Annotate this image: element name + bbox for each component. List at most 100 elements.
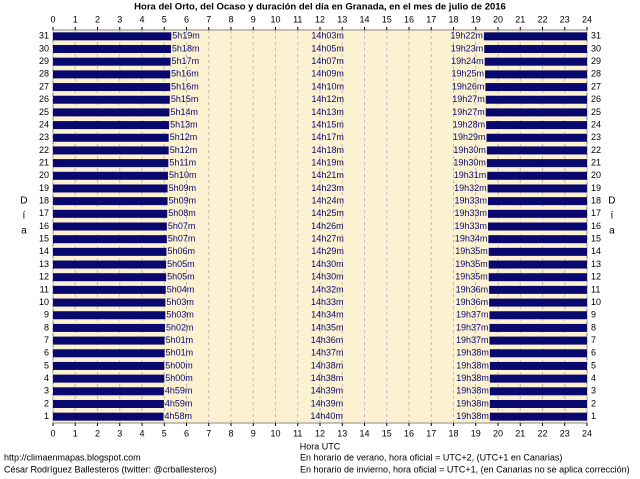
sunrise-label: 5h18m [172,43,200,53]
x-tick-label: 2 [95,14,100,24]
x-tick-label: 15 [382,428,392,438]
day-length-label: 14h18m [312,145,345,155]
y-tick-label: 12 [591,272,601,282]
night-bar [487,171,587,180]
x-tick-label: 13 [337,428,347,438]
day-length-label: 14h17m [311,132,344,142]
footer-text: http://climaenmapas.blogspot.com [4,452,141,462]
y-tick-label: 10 [591,297,601,307]
y-tick-label: 9 [591,310,596,320]
night-bar [485,70,587,79]
x-tick-label: 18 [448,428,458,438]
sunrise-label: 5h03m [166,297,194,307]
night-bar [489,298,587,307]
sunset-label: 19h38m [456,360,489,370]
sunrise-label: 5h02m [166,322,194,332]
x-tick-label: 17 [426,428,436,438]
x-tick-label: 23 [560,428,570,438]
y-tick-label: 1 [44,411,49,421]
y-tick-label: 21 [39,157,49,167]
x-tick-label: 17 [426,14,436,24]
night-bar [53,387,164,396]
sunrise-label: 5h00m [165,373,193,383]
day-length-label: 14h39m [311,398,344,408]
night-bar [484,45,587,54]
x-tick-label: 6 [184,428,189,438]
footer-text: César Rodríguez Ballesteros (twitter: @c… [4,464,217,474]
sunset-label: 19h35m [455,272,488,282]
day-length-label: 14h05m [311,43,344,53]
sunset-label: 19h38m [456,373,489,383]
y-tick-label: 27 [39,81,49,91]
night-bar [487,197,587,206]
sunset-label: 19h38m [456,348,489,358]
sunset-label: 19h30m [453,157,486,167]
night-bar [489,399,587,408]
night-bar [53,412,164,421]
sunrise-label: 5h16m [171,69,199,79]
x-axis-label: Hora UTC [300,441,341,451]
sunrise-label: 5h09m [169,183,197,193]
night-bar [53,146,169,155]
y-tick-label: 17 [591,208,601,218]
sunset-label: 19h35m [455,259,488,269]
night-bar [53,311,166,320]
y-tick-label: 30 [591,43,601,53]
night-bar [485,95,587,104]
y-axis-label: Día [18,196,29,241]
y-tick-label: 22 [39,145,49,155]
x-tick-label: 6 [184,14,189,24]
y-tick-label: 15 [39,234,49,244]
y-tick-label: 10 [39,297,49,307]
sunrise-label: 5h03m [166,310,194,320]
sunset-label: 19h36m [456,297,489,307]
night-bar [53,349,165,358]
sunset-label: 19h28m [453,119,486,129]
y-tick-label: 26 [39,94,49,104]
day-length-label: 14h09m [311,69,344,79]
sunset-label: 19h37m [456,322,489,332]
y-tick-label: 11 [40,284,49,294]
x-tick-label: 9 [251,428,256,438]
sunset-label: 19h33m [454,196,487,206]
y-tick-label: 1 [591,411,596,421]
y-tick-label: 29 [39,56,49,66]
y-tick-label: 15 [591,234,601,244]
y-tick-label: 12 [39,272,49,282]
y-tick-label: 3 [591,386,596,396]
sunrise-label: 5h12m [170,132,198,142]
y-tick-label: 18 [39,196,49,206]
y-tick-label: 3 [44,386,49,396]
x-tick-label: 7 [206,14,211,24]
sunrise-label: 5h05m [167,272,195,282]
night-bar [484,57,587,66]
y-tick-label: 13 [39,259,49,269]
night-bar [488,260,587,269]
y-tick-label: 4 [44,373,49,383]
night-bar [488,247,587,256]
night-bar [486,146,587,155]
day-length-label: 14h19m [311,157,344,167]
night-bar [489,323,587,332]
x-tick-label: 0 [50,428,55,438]
y-tick-label: 6 [591,348,596,358]
x-tick-label: 4 [139,428,144,438]
sunset-label: 19h31m [454,170,487,180]
sunset-label: 19h25m [451,69,484,79]
x-tick-label: 8 [228,14,233,24]
y-tick-label: 29 [591,56,601,66]
x-tick-label: 1 [73,428,78,438]
night-bar [53,273,167,282]
sunrise-label: 5h00m [165,360,193,370]
night-bar [489,387,587,396]
x-tick-label: 13 [337,14,347,24]
y-tick-label: 31 [591,31,601,41]
y-tick-label: 16 [39,221,49,231]
night-bar [53,95,170,104]
y-tick-label: 28 [591,69,601,79]
y-tick-label: 25 [39,107,49,117]
sunset-label: 19h27m [452,94,485,104]
day-length-label: 14h38m [311,360,344,370]
day-length-label: 14h07m [311,56,344,66]
